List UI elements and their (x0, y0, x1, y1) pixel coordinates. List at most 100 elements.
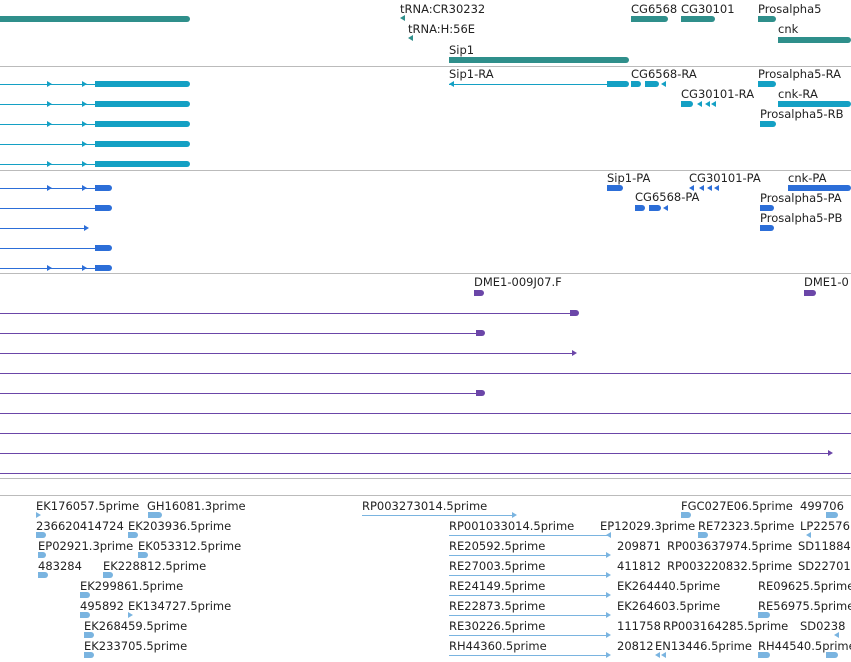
est-label[interactable]: SD0238 (800, 619, 846, 633)
feature-label[interactable]: Prosalpha5 (758, 2, 822, 16)
est-bar[interactable] (826, 512, 838, 518)
est-label[interactable]: EK268459.5prime (84, 619, 188, 633)
est-label[interactable]: RE72323.5prime (698, 519, 795, 533)
est-bar[interactable] (758, 612, 770, 618)
est-label[interactable]: RP001033014.5prime (449, 519, 575, 533)
est-label[interactable]: EP02921.3prime (38, 539, 134, 553)
est-label[interactable]: RE24149.5prime (449, 579, 546, 593)
est-label[interactable]: 209871 (617, 539, 661, 553)
est-bar[interactable] (681, 512, 691, 518)
est-label[interactable]: RH44540.5prime (758, 639, 851, 653)
est-label[interactable]: RP003637974.5prime (667, 539, 793, 553)
transcript-exon[interactable] (95, 101, 190, 107)
feature-label[interactable]: CG30101-RA (681, 87, 755, 101)
transcript-exon[interactable] (758, 81, 776, 87)
est-label[interactable]: GH16081.3prime (147, 499, 246, 513)
protein-exon[interactable] (788, 185, 851, 191)
est-label[interactable]: RE30226.5prime (449, 619, 546, 633)
feature-label[interactable]: cnk-RA (778, 87, 818, 101)
est-label[interactable]: 499706 (800, 499, 844, 513)
est-bar[interactable] (36, 532, 46, 538)
est-label[interactable]: RE56975.5prime (758, 599, 851, 613)
transcript-exon[interactable] (607, 81, 629, 87)
feature-label[interactable]: cnk-PA (788, 171, 827, 185)
cdna-exon[interactable] (570, 310, 579, 316)
est-label[interactable]: EK053312.5prime (138, 539, 242, 553)
est-label[interactable]: RP003164285.5prime (663, 619, 789, 633)
est-bar[interactable] (84, 632, 94, 638)
protein-exon[interactable] (635, 205, 645, 211)
protein-exon[interactable] (607, 185, 623, 191)
transcript-exon[interactable] (95, 161, 190, 167)
feature-label[interactable]: cnk (778, 22, 799, 36)
est-label[interactable]: FGC027E06.5prime (681, 499, 793, 513)
est-label[interactable]: 20812 (617, 639, 654, 653)
est-label[interactable]: 111758 (617, 619, 661, 633)
protein-exon[interactable] (95, 205, 112, 211)
est-bar[interactable] (103, 572, 113, 578)
cdna-exon[interactable] (476, 330, 485, 336)
feature-label[interactable]: tRNA:CR30232 (400, 2, 486, 16)
protein-exon[interactable] (649, 205, 661, 211)
feature-label[interactable]: tRNA:H:56E (408, 22, 476, 36)
est-label[interactable]: 495892 (80, 599, 124, 613)
est-label[interactable]: EP12029.3prime (600, 519, 696, 533)
transcript-exon[interactable] (95, 81, 190, 87)
transcript-exon[interactable] (95, 141, 190, 147)
est-label[interactable]: 236620414724 (36, 519, 124, 533)
transcript-exon[interactable] (631, 81, 641, 87)
est-label[interactable]: RE20592.5prime (449, 539, 546, 553)
est-label[interactable]: EK134727.5prime (128, 599, 232, 613)
est-bar[interactable] (38, 552, 46, 558)
transcript-exon[interactable] (645, 81, 659, 87)
est-label[interactable]: RE22873.5prime (449, 599, 546, 613)
feature-label[interactable]: CG6568 (631, 2, 678, 16)
est-label[interactable]: SD11884 (798, 539, 851, 553)
est-bar[interactable] (826, 652, 838, 658)
est-label[interactable]: RH44360.5prime (449, 639, 547, 653)
feature-label[interactable]: Prosalpha5-PB (760, 211, 843, 225)
cdna-bar[interactable] (804, 290, 816, 296)
est-bar[interactable] (84, 652, 94, 658)
transcript-exon[interactable] (760, 121, 776, 127)
est-label[interactable]: EK203936.5prime (128, 519, 232, 533)
feature-label[interactable]: CG30101-PA (689, 171, 761, 185)
est-label[interactable]: RP003220832.5prime (667, 559, 793, 573)
est-label[interactable]: EK264440.5prime (617, 579, 721, 593)
cdna-bar[interactable] (474, 290, 484, 296)
protein-exon[interactable] (95, 185, 112, 191)
est-label[interactable]: RE09625.5prime (758, 579, 851, 593)
est-label[interactable]: RE27003.5prime (449, 559, 546, 573)
est-bar[interactable] (148, 512, 162, 518)
feature-label[interactable]: CG6568-RA (631, 67, 697, 81)
gene-bar-sip1[interactable] (449, 57, 629, 63)
est-label[interactable]: SD22701 (798, 559, 851, 573)
est-label[interactable]: 411812 (617, 559, 661, 573)
est-bar[interactable] (138, 552, 148, 558)
est-label[interactable]: 483284 (38, 559, 82, 573)
est-label[interactable]: EK233705.5prime (84, 639, 188, 653)
est-label[interactable]: EK228812.5prime (103, 559, 207, 573)
gene-bar-cg30101[interactable] (681, 16, 715, 22)
est-bar[interactable] (80, 592, 90, 598)
est-label[interactable]: EK176057.5prime (36, 499, 140, 513)
transcript-exon[interactable] (778, 101, 851, 107)
protein-exon[interactable] (95, 245, 112, 251)
cdna-exon[interactable] (476, 390, 485, 396)
gene-bar-prosalpha5[interactable] (758, 16, 776, 22)
est-bar[interactable] (758, 652, 770, 658)
protein-exon[interactable] (760, 205, 774, 211)
est-label[interactable]: LP22576 (800, 519, 850, 533)
feature-label[interactable]: DME1-009J07.F (474, 275, 562, 289)
est-label[interactable]: EK264603.5prime (617, 599, 721, 613)
feature-label[interactable]: CG30101 (681, 2, 735, 16)
feature-label[interactable]: Prosalpha5-RB (760, 107, 844, 121)
est-bar[interactable] (80, 612, 90, 618)
gene-bar[interactable] (0, 16, 190, 22)
feature-label[interactable]: Prosalpha5-PA (760, 191, 842, 205)
est-bar[interactable] (698, 532, 708, 538)
protein-exon[interactable] (760, 225, 774, 231)
est-bar[interactable] (38, 572, 48, 578)
feature-label[interactable]: DME1-0 (804, 275, 849, 289)
protein-exon[interactable] (95, 265, 112, 271)
